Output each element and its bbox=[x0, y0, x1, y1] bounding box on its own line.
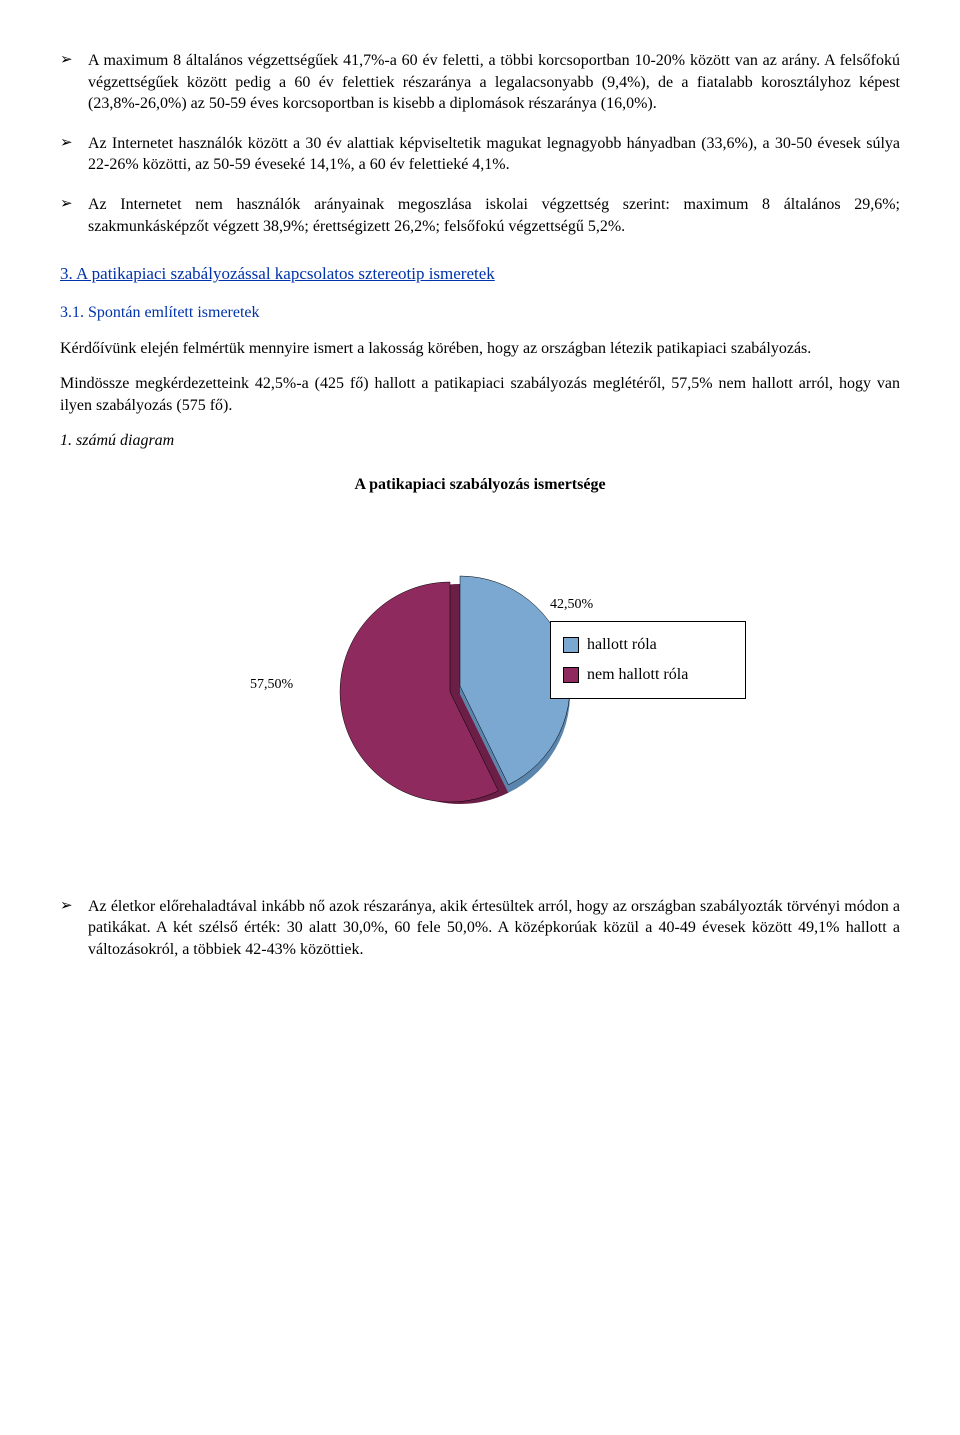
bullet-marker-icon: ➢ bbox=[60, 50, 88, 115]
chart-legend: hallott róla nem hallott róla bbox=[550, 621, 746, 700]
bullet-text: Az Internetet használók között a 30 év a… bbox=[88, 133, 900, 176]
pie-value-label-1: 57,50% bbox=[250, 676, 293, 695]
paragraph: Mindössze megkérdezetteink 42,5%-a (425 … bbox=[60, 373, 900, 416]
bullet-text: A maximum 8 általános végzettségűek 41,7… bbox=[88, 50, 900, 115]
bullet-list-bottom: ➢ Az életkor előrehaladtával inkább nő a… bbox=[60, 896, 900, 961]
section-heading: 3. A patikapiaci szabályozással kapcsola… bbox=[60, 263, 900, 286]
legend-label-0: hallott róla bbox=[587, 630, 657, 660]
list-item: ➢ A maximum 8 általános végzettségűek 41… bbox=[60, 50, 900, 115]
diagram-label: 1. számú diagram bbox=[60, 430, 900, 452]
subsection-heading: 3.1. Spontán említett ismeretek bbox=[60, 302, 900, 324]
list-item: ➢ Az Internetet használók között a 30 év… bbox=[60, 133, 900, 176]
chart-title: A patikapiaci szabályozás ismertsége bbox=[60, 474, 900, 496]
pie-chart: 42,50% 57,50% hallott róla nem hallott r… bbox=[60, 536, 900, 836]
bullet-marker-icon: ➢ bbox=[60, 133, 88, 176]
legend-label-1: nem hallott róla bbox=[587, 660, 688, 690]
list-item: ➢ Az életkor előrehaladtával inkább nő a… bbox=[60, 896, 900, 961]
bullet-text: Az életkor előrehaladtával inkább nő azo… bbox=[88, 896, 900, 961]
paragraph: Kérdőívünk elején felmértük mennyire ism… bbox=[60, 338, 900, 360]
legend-swatch-1 bbox=[563, 667, 579, 683]
bullet-list-top: ➢ A maximum 8 általános végzettségűek 41… bbox=[60, 50, 900, 237]
bullet-text: Az Internetet nem használók arányainak m… bbox=[88, 194, 900, 237]
list-item: ➢ Az Internetet nem használók arányainak… bbox=[60, 194, 900, 237]
pie-value-label-0: 42,50% bbox=[550, 596, 593, 615]
legend-swatch-0 bbox=[563, 637, 579, 653]
bullet-marker-icon: ➢ bbox=[60, 896, 88, 961]
legend-item: hallott róla bbox=[563, 630, 733, 660]
legend-item: nem hallott róla bbox=[563, 660, 733, 690]
bullet-marker-icon: ➢ bbox=[60, 194, 88, 237]
